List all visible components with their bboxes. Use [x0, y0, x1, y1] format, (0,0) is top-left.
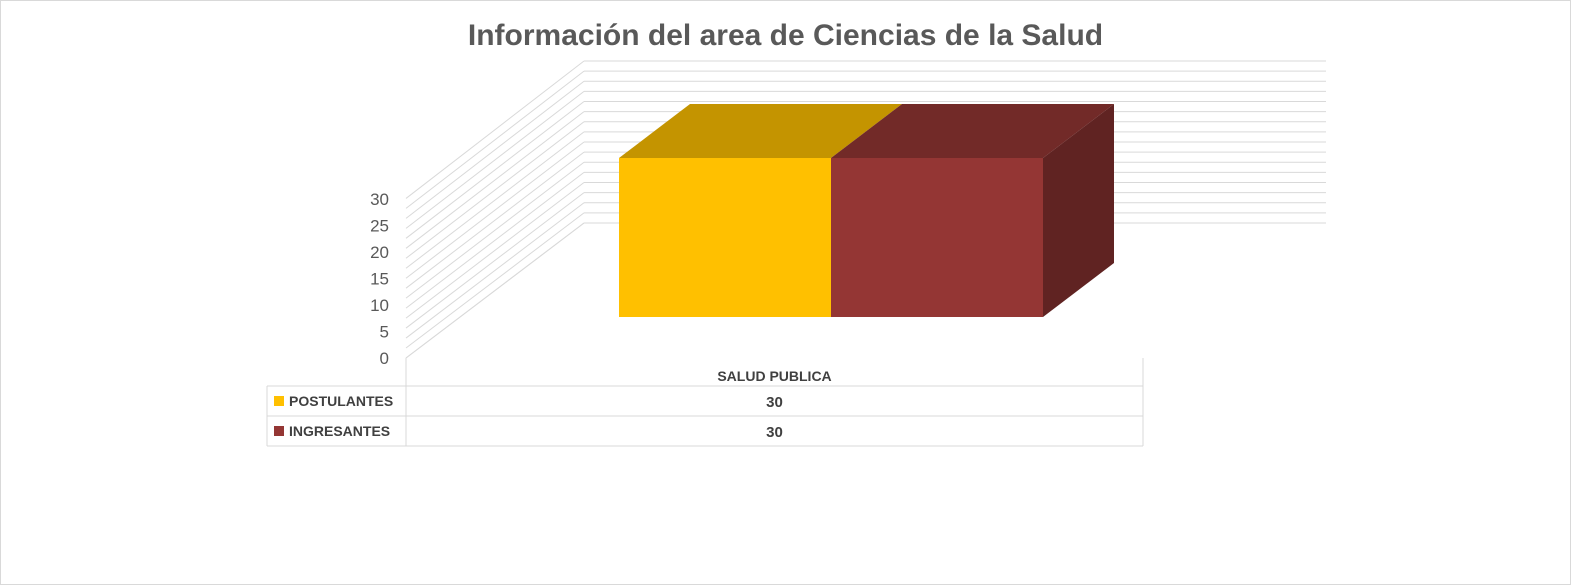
category-label: SALUD PUBLICA	[717, 368, 831, 384]
side-wall-gridline	[405, 131, 585, 269]
side-wall-gridline	[405, 90, 585, 229]
bar-ingresantes	[831, 104, 1114, 317]
chart-title: Información del area de Ciencias de la S…	[467, 19, 1104, 52]
bar-top-face	[619, 104, 902, 158]
series-name: POSTULANTES	[289, 393, 393, 409]
table-value: 30	[766, 424, 783, 441]
side-wall-gridline	[405, 70, 585, 209]
side-wall-gridline	[405, 212, 585, 349]
side-wall-gridline	[405, 192, 585, 329]
side-wall-gridline	[405, 121, 585, 259]
y-tick-label: 20	[370, 243, 389, 262]
bar-top-face	[831, 104, 1114, 158]
bar-side-face	[1043, 104, 1114, 317]
data-table: SALUD PUBLICA POSTULANTES 30 INGRESANTES 30	[266, 358, 1144, 447]
floor-left-edge	[405, 222, 585, 359]
side-wall-gridline	[405, 171, 585, 309]
legend-key	[274, 396, 284, 406]
side-wall-gridline	[405, 161, 585, 299]
bar-front-face	[619, 158, 831, 317]
y-tick-label: 10	[370, 296, 389, 315]
y-tick-label: 15	[370, 270, 389, 289]
y-axis-ticks: 0 5 10 15 20 25 30	[370, 190, 389, 368]
legend-key	[274, 426, 284, 436]
side-wall-gridline	[405, 60, 585, 199]
y-tick-label: 5	[380, 323, 389, 342]
side-wall-gridline	[405, 151, 585, 289]
side-wall-gridline	[405, 111, 585, 249]
side-wall-gridline	[405, 101, 585, 239]
side-wall-gridline	[405, 80, 585, 219]
side-wall-gridline	[405, 141, 585, 279]
series-name: INGRESANTES	[289, 423, 390, 439]
bar-front-face	[831, 158, 1043, 317]
y-tick-label: 30	[370, 190, 389, 209]
chart-bars	[619, 104, 1114, 317]
side-wall-gridline	[405, 182, 585, 319]
y-tick-label: 0	[380, 349, 389, 368]
table-value: 30	[766, 394, 783, 411]
side-wall-gridline	[405, 202, 585, 339]
y-tick-label: 25	[370, 217, 389, 236]
bar-postulantes	[619, 104, 902, 317]
